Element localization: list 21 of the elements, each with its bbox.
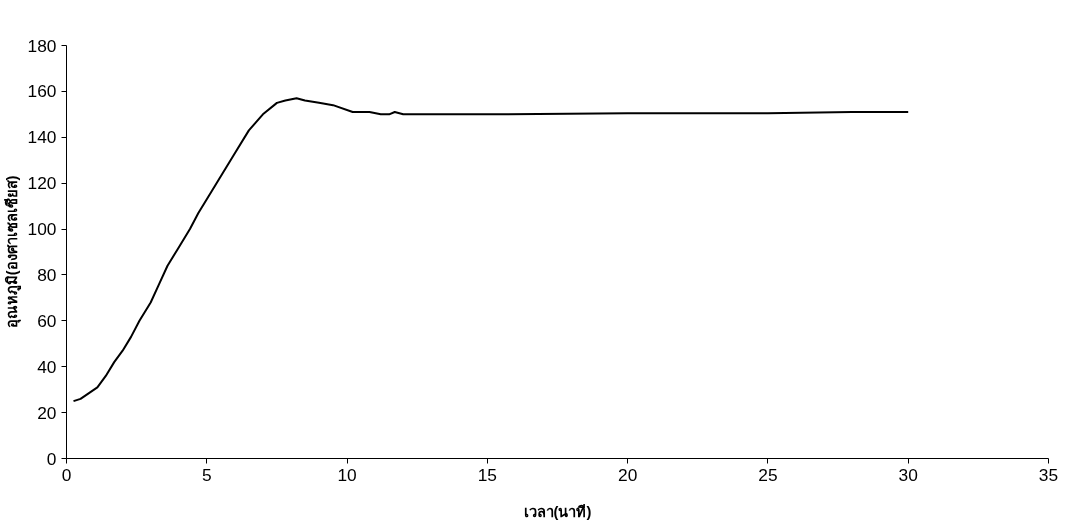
x-tick-label: 10 <box>337 464 357 485</box>
x-tick-label: 5 <box>201 464 212 485</box>
y-tick-label: 0 <box>46 448 57 469</box>
y-tick-label: 20 <box>37 402 57 423</box>
x-tick-label: 20 <box>618 464 638 485</box>
x-tick-label: 15 <box>477 464 497 485</box>
y-tick-label: 40 <box>37 356 57 377</box>
y-tick-label: 80 <box>37 264 57 285</box>
x-tick-label: 25 <box>758 464 778 485</box>
y-tick-label: 100 <box>27 219 57 240</box>
line-series <box>72 97 910 403</box>
y-tick-label: 120 <box>27 173 57 194</box>
y-tick-label: 60 <box>37 310 57 331</box>
y-axis-title: อุณหภูมิ(องศาเซลเซียส) <box>3 175 22 329</box>
x-tick-label: 0 <box>61 464 72 485</box>
x-tick-label: 35 <box>1038 464 1059 485</box>
y-tick-label: 140 <box>27 127 57 148</box>
y-tick-label: 180 <box>27 35 57 56</box>
x-axis-title: เวลา(นาที) <box>523 503 592 520</box>
y-tick-label: 160 <box>27 81 57 102</box>
x-tick-label: 30 <box>898 464 918 485</box>
